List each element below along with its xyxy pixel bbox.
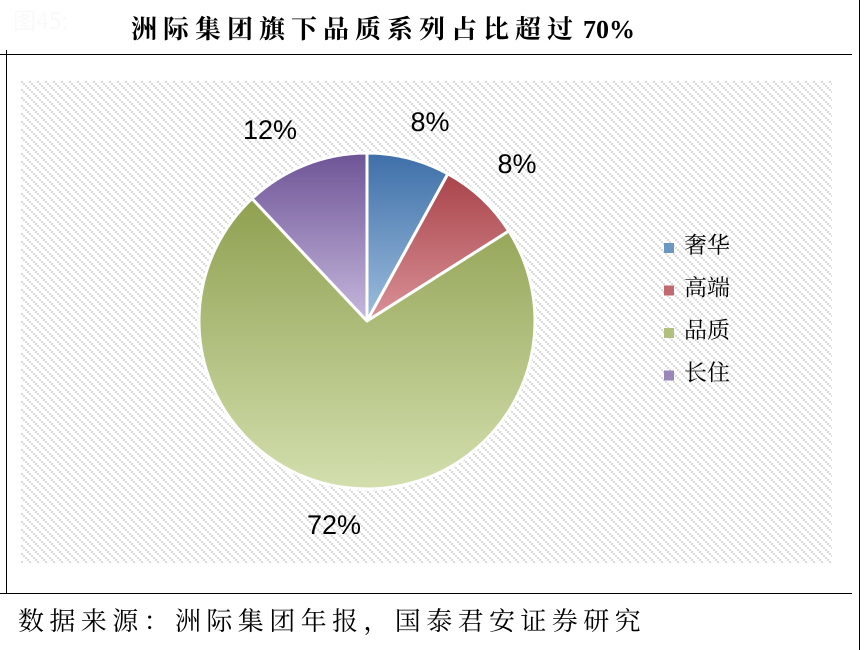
svg-text:8%: 8% xyxy=(497,149,536,179)
svg-text:奢华: 奢华 xyxy=(684,227,730,260)
svg-text:72%: 72% xyxy=(307,510,361,540)
svg-text:高端: 高端 xyxy=(684,270,730,303)
svg-text:长住: 长住 xyxy=(684,355,730,388)
svg-text:8%: 8% xyxy=(410,107,449,137)
svg-text:品质: 品质 xyxy=(684,312,730,345)
svg-text:12%: 12% xyxy=(243,115,297,145)
